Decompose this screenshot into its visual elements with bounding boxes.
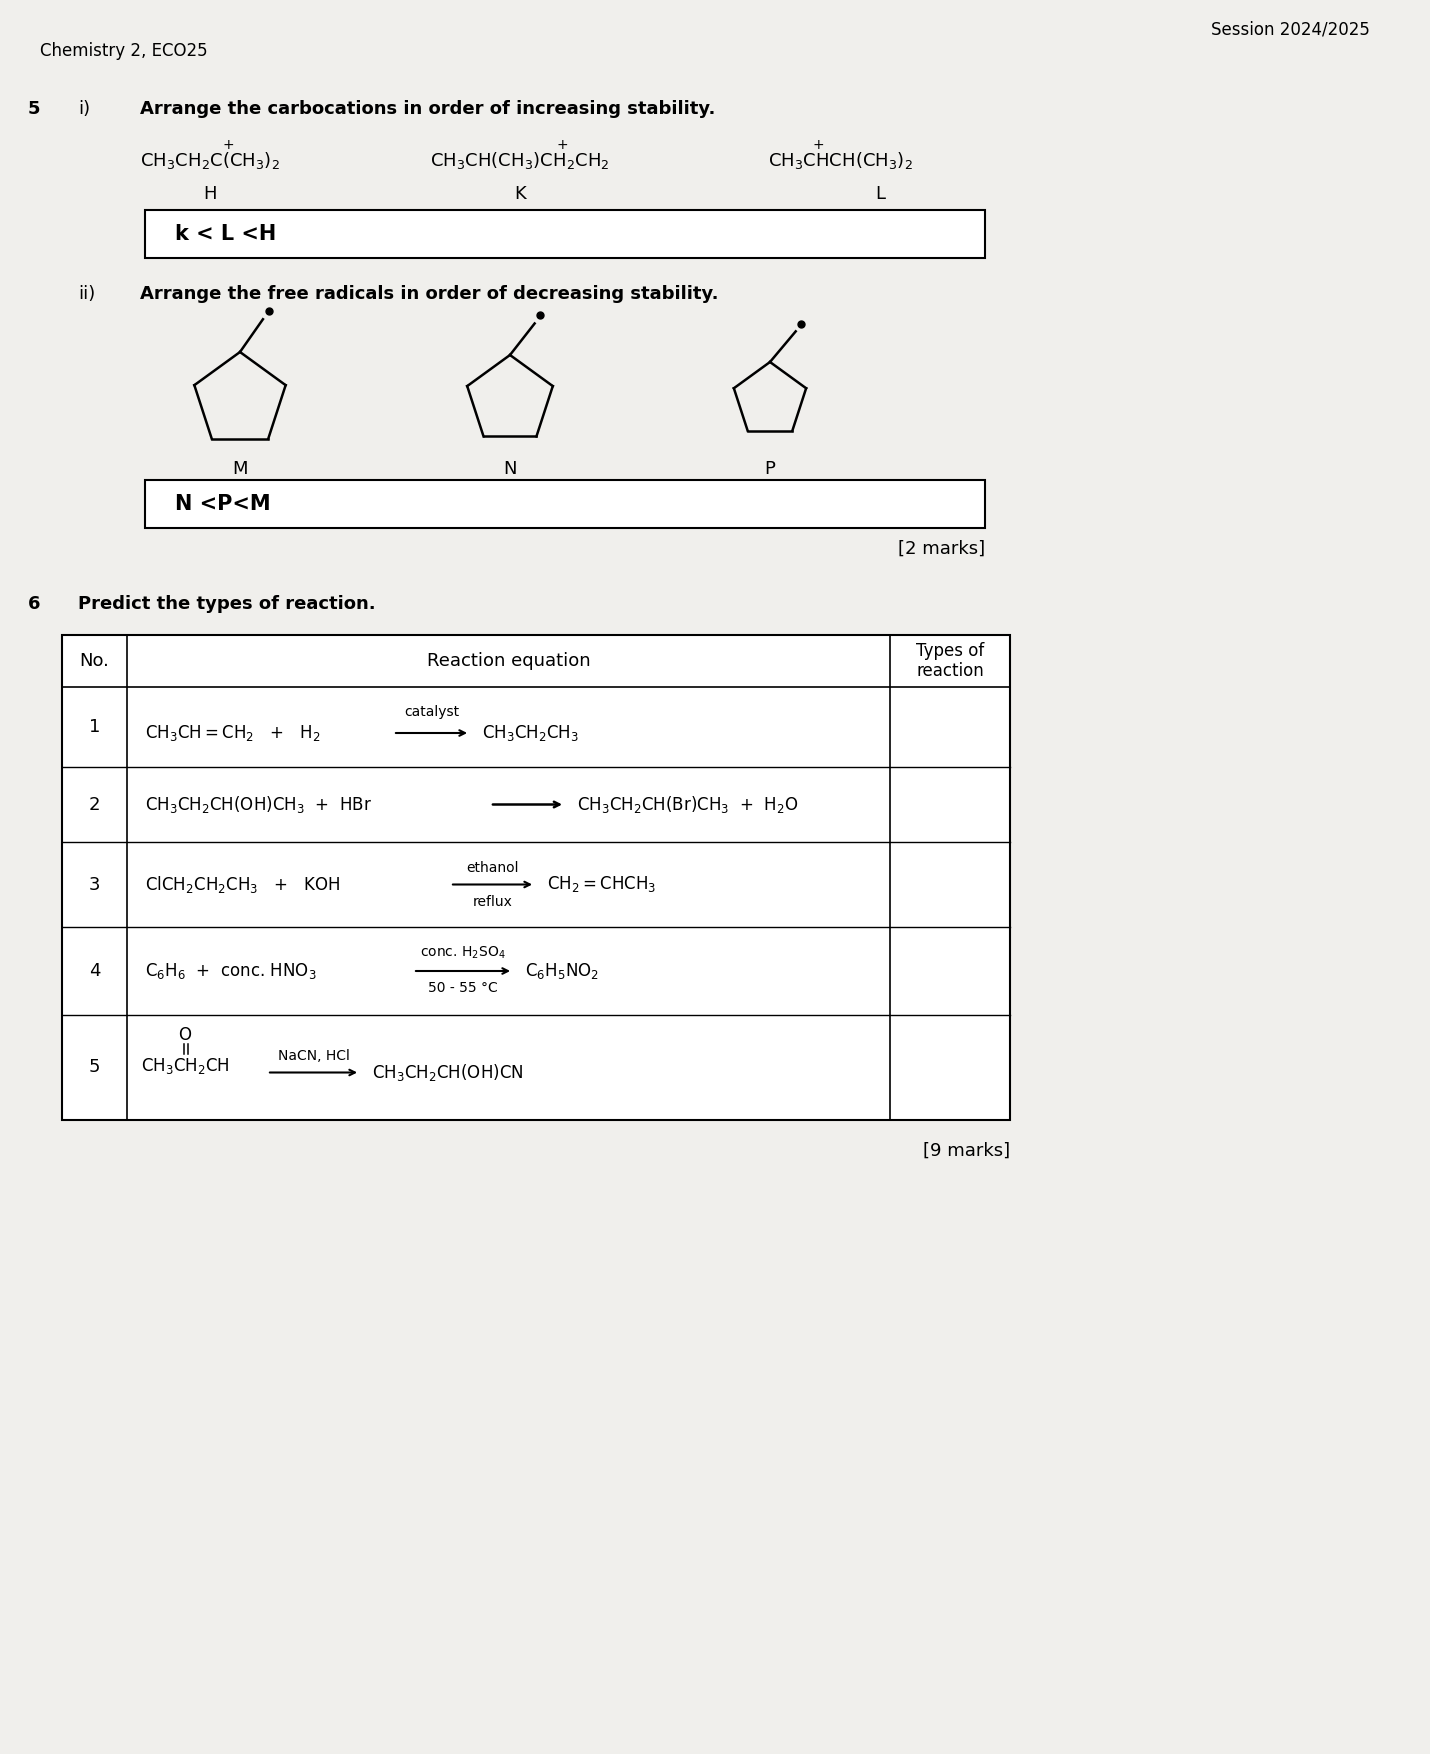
Text: L: L	[875, 184, 885, 203]
Text: reflux: reflux	[472, 895, 512, 909]
Text: [2 marks]: [2 marks]	[898, 540, 985, 558]
Text: i): i)	[79, 100, 90, 118]
Text: $\mathregular{C_6H_5NO_2}$: $\mathregular{C_6H_5NO_2}$	[525, 961, 599, 980]
Bar	[144, 481, 985, 528]
Text: $\mathregular{CH_3CH_2C(CH_3)_2}$: $\mathregular{CH_3CH_2C(CH_3)_2}$	[140, 151, 280, 170]
Text: 5: 5	[89, 1058, 100, 1077]
Text: catalyst: catalyst	[403, 705, 459, 719]
Text: $\mathregular{CH_2{=}CHCH_3}$: $\mathregular{CH_2{=}CHCH_3}$	[548, 875, 656, 895]
Text: No.: No.	[80, 652, 110, 670]
Text: 50 - 55 °C: 50 - 55 °C	[428, 980, 498, 995]
Text: P: P	[765, 460, 775, 479]
Text: $\mathregular{CH_3CH_2CH(OH)CN}$: $\mathregular{CH_3CH_2CH(OH)CN}$	[372, 1061, 523, 1082]
Text: Arrange the free radicals in order of decreasing stability.: Arrange the free radicals in order of de…	[140, 284, 718, 303]
Text: +: +	[556, 139, 568, 153]
Text: [9 marks]: [9 marks]	[922, 1142, 1010, 1159]
Text: $\mathregular{CH_3CH{=}CH_2}$   +   $\mathregular{H_2}$: $\mathregular{CH_3CH{=}CH_2}$ + $\mathre…	[144, 723, 320, 744]
Text: O: O	[179, 1026, 192, 1044]
Text: NaCN, HCl: NaCN, HCl	[277, 1049, 349, 1063]
Text: Arrange the carbocations in order of increasing stability.: Arrange the carbocations in order of inc…	[140, 100, 715, 118]
Bar	[144, 210, 985, 258]
Text: conc. $\mathregular{H_2SO_4}$: conc. $\mathregular{H_2SO_4}$	[420, 945, 506, 961]
Text: $\mathregular{C_6H_6}$  +  conc. $\mathregular{HNO_3}$: $\mathregular{C_6H_6}$ + conc. $\mathreg…	[144, 961, 316, 980]
Text: 6: 6	[29, 595, 40, 612]
Text: ii): ii)	[79, 284, 96, 303]
Text: $\mathregular{CH_3CH(CH_3)CH_2CH_2}$: $\mathregular{CH_3CH(CH_3)CH_2CH_2}$	[430, 151, 609, 170]
Text: $\mathregular{CH_3CH_2CH(OH)CH_3}$  +  HBr: $\mathregular{CH_3CH_2CH(OH)CH_3}$ + HBr	[144, 795, 372, 816]
Text: k < L <H: k < L <H	[174, 225, 276, 244]
Text: ethanol: ethanol	[466, 861, 519, 875]
Text: H: H	[203, 184, 217, 203]
Text: Predict the types of reaction.: Predict the types of reaction.	[79, 595, 376, 612]
Text: 2: 2	[89, 796, 100, 814]
Text: 4: 4	[89, 961, 100, 980]
Text: +: +	[812, 139, 824, 153]
Text: $\mathregular{CH_3CH_2CH}$: $\mathregular{CH_3CH_2CH}$	[140, 1056, 229, 1075]
Text: Chemistry 2, ECO25: Chemistry 2, ECO25	[40, 42, 207, 60]
Text: Types of
reaction: Types of reaction	[915, 642, 984, 681]
Text: N: N	[503, 460, 516, 479]
Text: Session 2024/2025: Session 2024/2025	[1211, 19, 1370, 39]
Text: M: M	[232, 460, 247, 479]
Bar	[61, 635, 1010, 1121]
Text: 3: 3	[89, 875, 100, 893]
Text: $\mathregular{CH_3CH_2CH(Br)CH_3}$  +  $\mathregular{H_2O}$: $\mathregular{CH_3CH_2CH(Br)CH_3}$ + $\m…	[576, 795, 799, 816]
Text: $\mathregular{CH_3CHCH(CH_3)_2}$: $\mathregular{CH_3CHCH(CH_3)_2}$	[768, 151, 912, 170]
Text: 1: 1	[89, 717, 100, 737]
Text: Reaction equation: Reaction equation	[426, 652, 591, 670]
Text: N <P<M: N <P<M	[174, 495, 270, 514]
Text: $\mathregular{ClCH_2CH_2CH_3}$   +   KOH: $\mathregular{ClCH_2CH_2CH_3}$ + KOH	[144, 873, 340, 895]
Text: $\mathregular{CH_3CH_2CH_3}$: $\mathregular{CH_3CH_2CH_3}$	[482, 723, 579, 744]
Text: +: +	[222, 139, 235, 153]
Text: 5: 5	[29, 100, 40, 118]
Text: K: K	[515, 184, 526, 203]
